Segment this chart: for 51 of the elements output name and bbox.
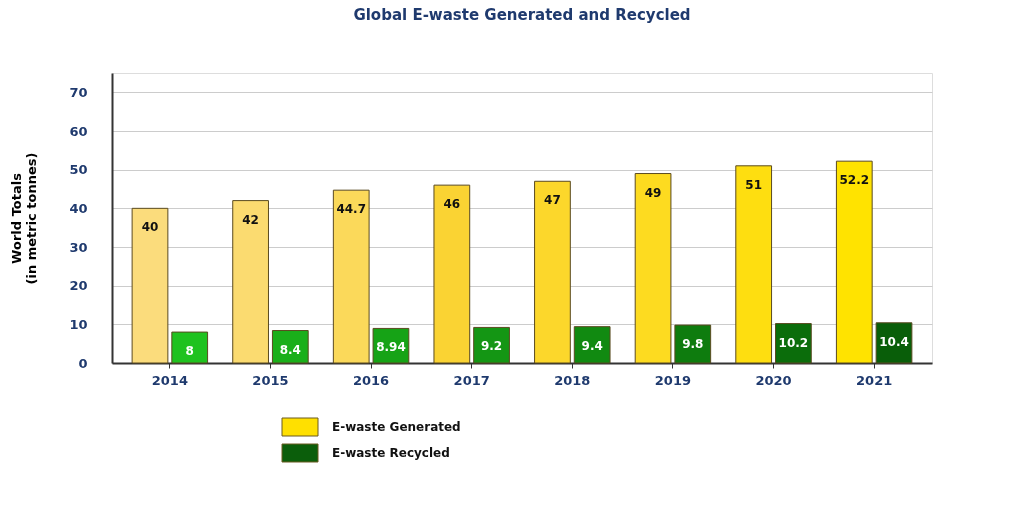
bar	[573, 326, 611, 364]
x-tick-label: 2015	[252, 372, 289, 388]
x-tick-label: 2018	[554, 372, 591, 388]
y-tick-label: 60	[69, 123, 88, 139]
bar	[534, 180, 571, 364]
y-tick-label: 10	[69, 316, 88, 332]
y-axis-title: World Totals (in metric tonnes)	[9, 152, 40, 285]
bar	[735, 165, 773, 364]
bar	[634, 173, 672, 364]
bar	[875, 322, 913, 364]
bar	[271, 330, 309, 364]
x-tick-label: 2017	[453, 372, 490, 388]
bar	[433, 184, 471, 364]
x-tick-label: 2014	[151, 372, 188, 388]
bar	[131, 207, 169, 364]
data-label: 47	[544, 193, 561, 208]
data-label: 9.2	[480, 339, 503, 354]
y-tick-label: 20	[69, 278, 88, 294]
legend-label: E-waste Recycled	[332, 446, 450, 460]
bar	[171, 331, 209, 364]
y-tick-label: 0	[78, 355, 88, 371]
data-label: 8.4	[279, 342, 301, 357]
bar	[232, 200, 269, 364]
data-label: 9.8	[682, 337, 704, 352]
legend-label: E-waste Generated	[332, 420, 461, 434]
data-label: 46	[443, 197, 461, 212]
y-tick-label: 50	[69, 162, 88, 178]
x-tick-label: 2016	[352, 372, 390, 388]
x-tick-label: 2021	[856, 372, 893, 388]
data-label: 42	[242, 212, 259, 227]
bar	[473, 326, 510, 364]
bar	[332, 189, 370, 364]
data-label: 10.2	[778, 335, 809, 350]
chart-title: Global E-waste Generated and Recycled	[353, 6, 691, 24]
y-tick-label: 40	[69, 200, 88, 216]
data-label: 8.94	[376, 340, 406, 355]
y-tick-label: 70	[69, 84, 88, 100]
data-label: 8	[185, 344, 194, 359]
data-label: 10.4	[879, 334, 909, 349]
data-label: 49	[644, 185, 662, 200]
data-label: 51	[745, 177, 763, 192]
x-tick-label: 2020	[755, 372, 792, 388]
bar	[674, 324, 712, 364]
bar	[835, 160, 873, 364]
data-label: 40	[141, 220, 159, 235]
bar	[775, 323, 812, 364]
data-label: 52.2	[839, 173, 870, 188]
y-tick-label: 30	[69, 239, 88, 255]
data-label: 44.7	[336, 202, 367, 217]
data-label: 9.4	[581, 338, 603, 353]
x-tick-label: 2019	[654, 372, 692, 388]
